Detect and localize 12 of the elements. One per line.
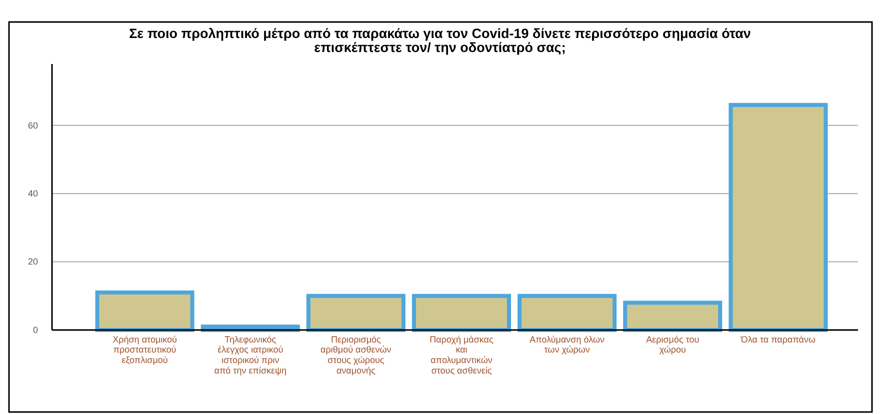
y-tick-label: 60 (28, 120, 38, 130)
x-tick-label: Χρήση ατομικού προστατευτικού εξοπλισμού (112, 334, 178, 366)
y-tick-label: 0 (32, 324, 38, 335)
x-tick-label: Παροχή μάσκας και απολυμαντικών στους ασθενείς (430, 334, 494, 376)
x-tick-label: Περιορισμός αριθμού ασθενών στους χώρους αναμονής (320, 334, 392, 376)
y-tick-label: 20 (28, 256, 38, 267)
x-tick-label: Τηλεφωνικός έλεγχος ιατρικού ιστορικού πριν από την επίσκεψη (214, 334, 286, 376)
y-tick-label: 40 (28, 188, 38, 198)
chart-title: Σε ποιο προληπτικό μέτρο από τα παρακάτω για τον Covid-19 δίνετε περισσότερο σημασία όταν επισκέπτεστε τον/ την οδοντίατρό σας; (129, 26, 751, 55)
x-tick-label: Αερισμός του χώρου (646, 334, 700, 355)
x-tick-label: Όλα τα παραπάνω (740, 334, 816, 344)
x-tick-label: Απολύμανση όλων των χώρων (530, 334, 605, 355)
